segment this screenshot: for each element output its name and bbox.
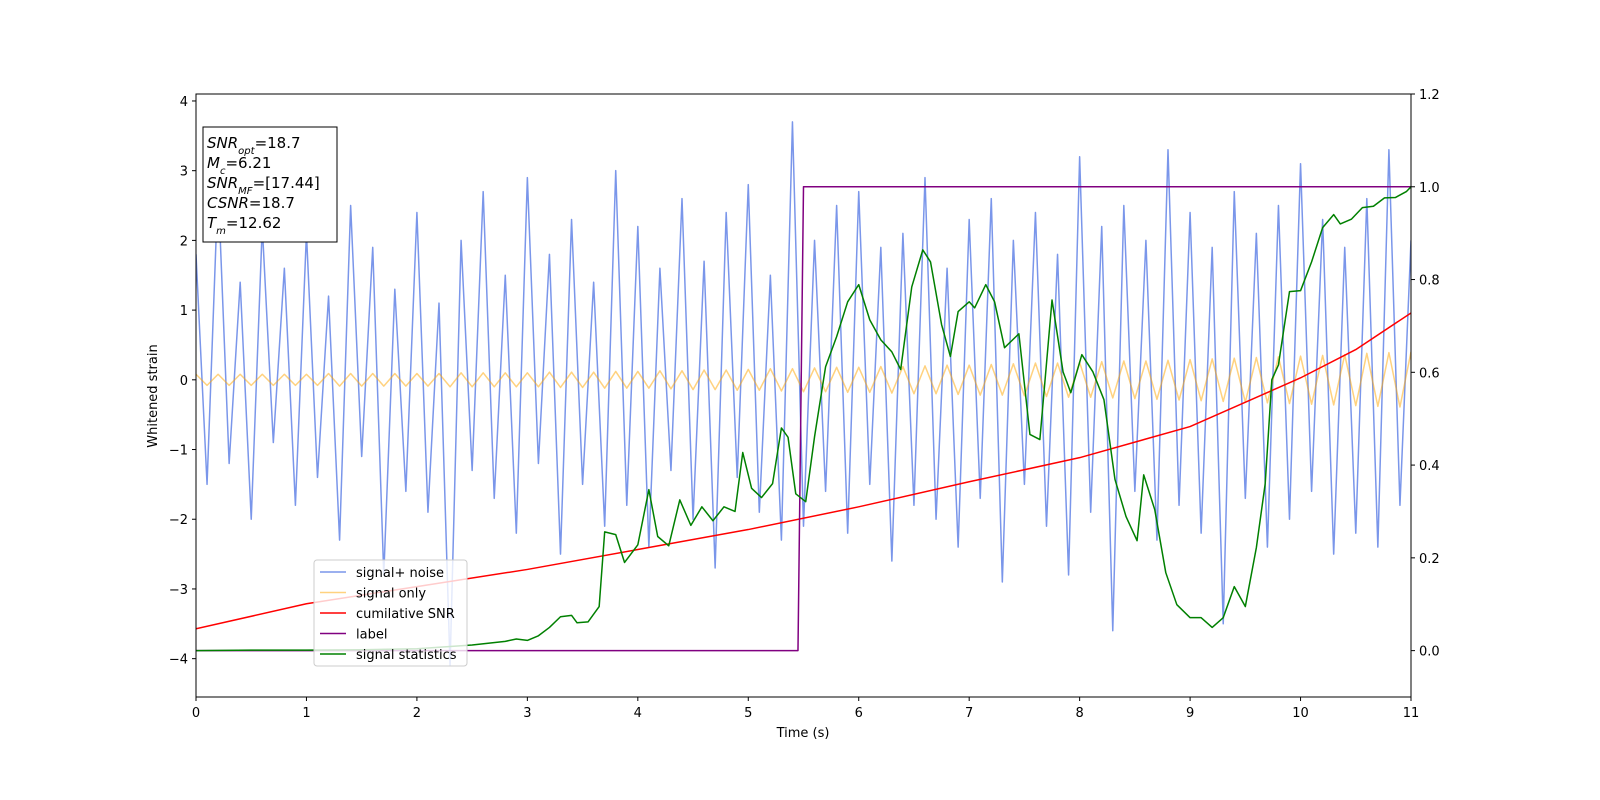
annotation-line: SNRopt=18.7 bbox=[207, 134, 301, 157]
y2-tick-label: 0.4 bbox=[1419, 459, 1440, 474]
annotation-line: CSNR=18.7 bbox=[207, 194, 295, 212]
x-tick-label: 4 bbox=[634, 706, 642, 721]
y2-tick-label: 0.8 bbox=[1419, 274, 1440, 289]
legend-label: signal statistics bbox=[356, 648, 457, 663]
legend-label: label bbox=[356, 628, 387, 643]
x-tick-label: 9 bbox=[1186, 706, 1194, 721]
x-tick-label: 11 bbox=[1403, 706, 1420, 721]
annotation-line: Tm=12.62 bbox=[207, 214, 281, 237]
annotation-text: =6.21 bbox=[225, 154, 271, 172]
series-line bbox=[196, 186, 1411, 652]
legend-frame bbox=[313, 559, 468, 667]
x-tick-label: 7 bbox=[965, 706, 973, 721]
annotation-box: SNRopt=18.7Mc=6.21SNRMF=[17.44]CSNR=18.7… bbox=[202, 126, 338, 243]
y-tick-label: 0 bbox=[180, 374, 188, 389]
annotation-text: =[17.44] bbox=[253, 174, 320, 192]
y-tick-label: 1 bbox=[180, 304, 188, 319]
legend: signal+ noise signal only cumilative SNR la… bbox=[313, 559, 468, 667]
x-tick-label: 1 bbox=[302, 706, 310, 721]
y-tick-label: −2 bbox=[169, 513, 188, 528]
annotation-text: =18.7 bbox=[255, 134, 301, 152]
x-tick-label: 5 bbox=[744, 706, 752, 721]
series-line bbox=[196, 121, 1411, 667]
x-tick-label: 8 bbox=[1075, 706, 1083, 721]
y2-tick-label: 1.0 bbox=[1419, 181, 1440, 196]
annotation-symbol: SNR bbox=[207, 174, 238, 192]
y-tick-label: −3 bbox=[169, 583, 188, 598]
series-line bbox=[196, 186, 1411, 652]
y-tick-label: 2 bbox=[180, 234, 188, 249]
annotation-line: SNRMF=[17.44] bbox=[207, 174, 320, 197]
annotation-sub: opt bbox=[238, 146, 255, 157]
annotation-sub: c bbox=[220, 166, 226, 177]
annotation-sub: MF bbox=[238, 186, 253, 197]
annotation-sub: m bbox=[216, 226, 226, 237]
x-tick-label: 6 bbox=[855, 706, 863, 721]
x-tick-label: 2 bbox=[413, 706, 421, 721]
annotation-symbol: CSNR bbox=[207, 194, 249, 212]
y2-tick-label: 0.6 bbox=[1419, 366, 1440, 381]
legend-label: cumilative SNR bbox=[356, 607, 455, 622]
x-tick-label: 3 bbox=[523, 706, 531, 721]
y2-tick-label: 0.2 bbox=[1419, 552, 1440, 567]
annotation-symbol: M bbox=[207, 154, 220, 172]
annotation-line: Mc=6.21 bbox=[207, 154, 271, 177]
y-tick-label: 4 bbox=[180, 95, 188, 110]
y-tick-label: 3 bbox=[180, 165, 188, 180]
x-axis-label: Time (s) bbox=[776, 726, 830, 741]
x-tick-label: 10 bbox=[1292, 706, 1309, 721]
y2-tick-label: 1.2 bbox=[1419, 88, 1440, 103]
y2-tick-label: 0.0 bbox=[1419, 645, 1440, 660]
annotation-text: =18.7 bbox=[249, 194, 295, 212]
annotation-symbol: SNR bbox=[207, 134, 238, 152]
annotation-frame bbox=[202, 126, 338, 243]
axes-frame bbox=[195, 93, 1412, 698]
legend-label: signal+ noise bbox=[356, 566, 444, 581]
y-axis-label: Whitened strain bbox=[146, 344, 161, 447]
legend-label: signal only bbox=[356, 587, 426, 602]
annotation-text: =12.62 bbox=[226, 214, 282, 232]
annotation-symbol: T bbox=[207, 214, 218, 232]
y-tick-label: −1 bbox=[169, 444, 188, 459]
y-tick-label: −4 bbox=[169, 653, 188, 668]
x-tick-label: 0 bbox=[192, 706, 200, 721]
series-line bbox=[196, 351, 1411, 408]
